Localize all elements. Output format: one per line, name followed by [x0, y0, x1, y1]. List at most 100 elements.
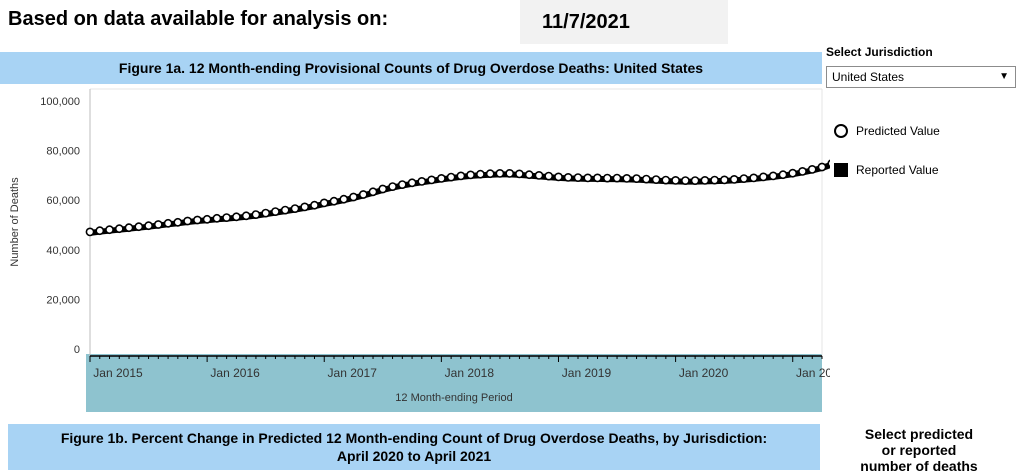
- x-tick-label: Jan 2015: [93, 366, 143, 380]
- predicted-value-point: [300, 202, 310, 212]
- predicted-value-point: [729, 175, 739, 184]
- predicted-value-point: [163, 218, 173, 228]
- predicted-value-point: [563, 173, 573, 182]
- dropdown-arrow-icon: ▼: [999, 71, 1009, 82]
- predicted-value-point: [749, 173, 759, 183]
- predicted-value-point: [739, 174, 749, 183]
- legend-item-predicted[interactable]: Predicted Value: [834, 124, 940, 138]
- predicted-value-point: [134, 222, 144, 232]
- predicted-value-point: [720, 175, 729, 185]
- predicted-value-point: [798, 167, 807, 176]
- predicted-value-point: [641, 174, 651, 184]
- predicted-value-point: [515, 169, 524, 179]
- predicted-value-point: [475, 169, 485, 179]
- predicted-value-point: [788, 168, 798, 178]
- predicted-value-point: [612, 173, 622, 183]
- predicted-value-point: [544, 171, 554, 181]
- predicted-value-point: [231, 212, 241, 222]
- predicted-value-point: [632, 174, 641, 183]
- x-axis-title: 12 Month-ending Period: [395, 392, 512, 404]
- y-tick-label: 60,000: [46, 195, 80, 207]
- predicted-value-point: [778, 170, 788, 180]
- select-predicted-line-1: Select predicted: [864, 426, 974, 442]
- select-predicted-reported-label: Select predicted or reported number of d…: [836, 426, 1002, 474]
- reported-value-line: [87, 161, 830, 236]
- predicted-value-point: [339, 194, 349, 204]
- x-tick-label: Jan 2019: [562, 366, 612, 380]
- predicted-value-point: [817, 162, 827, 172]
- predicted-value-point: [495, 169, 505, 178]
- figure-1a-title: Figure 1a. 12 Month-ending Provisional C…: [0, 52, 822, 84]
- predicted-value-point: [153, 220, 163, 229]
- legend-reported-label: Reported Value: [856, 163, 939, 177]
- y-tick-label: 0: [74, 344, 80, 356]
- predicted-value-point: [681, 176, 690, 185]
- figure-1b-title-line-2: April 2020 to April 2021: [336, 448, 492, 464]
- predicted-value-point: [144, 221, 153, 231]
- jurisdiction-label: Select Jurisdiction: [826, 45, 933, 59]
- predicted-value-point: [593, 173, 602, 183]
- predicted-value-point: [319, 198, 329, 208]
- y-tick-label: 40,000: [46, 245, 80, 257]
- predicted-value-point: [202, 214, 212, 224]
- filled-square-icon: [834, 163, 848, 177]
- predicted-value-point: [114, 224, 124, 234]
- predicted-value-point: [270, 207, 280, 216]
- predicted-value-point: [466, 170, 475, 180]
- predicted-value-point: [85, 227, 95, 237]
- figure-1b-title: Figure 1b. Percent Change in Predicted 1…: [8, 424, 820, 470]
- legend-item-reported[interactable]: Reported Value: [834, 163, 939, 177]
- x-axis-band: [86, 354, 822, 412]
- predicted-value-point: [358, 190, 368, 199]
- y-axis-title: Number of Deaths: [9, 177, 21, 267]
- analysis-date-label: Based on data available for analysis on:: [8, 8, 389, 30]
- predicted-value-point: [290, 204, 300, 213]
- predicted-value-point: [583, 173, 593, 183]
- predicted-value-point: [524, 170, 534, 180]
- predicted-value-point: [95, 226, 105, 236]
- predicted-value-point: [105, 225, 114, 235]
- predicted-value-point: [759, 172, 768, 182]
- overdose-deaths-chart: 100,000 80,000 60,000 40,000 20,000 0 Jan 201…: [9, 88, 830, 412]
- predicted-value-point: [173, 217, 183, 227]
- predicted-value-point: [310, 200, 319, 210]
- x-tick-label: Jan 2018: [445, 366, 495, 380]
- x-tick-label: Jan 2021: [796, 366, 830, 380]
- y-tick-label: 20,000: [46, 294, 80, 306]
- legend-predicted-label: Predicted Value: [856, 124, 940, 138]
- predicted-value-point: [349, 192, 358, 202]
- select-predicted-line-3: number of deaths: [860, 458, 978, 474]
- select-predicted-line-2: or reported: [881, 442, 957, 458]
- predicted-value-point: [261, 208, 271, 218]
- y-tick-label: 80,000: [46, 146, 80, 158]
- predicted-value-point: [827, 159, 830, 168]
- predicted-value-point: [251, 210, 261, 220]
- predicted-value-point: [436, 174, 446, 183]
- predicted-value-point: [700, 176, 710, 185]
- predicted-value-point: [573, 173, 583, 182]
- x-tick-label: Jan 2020: [679, 366, 729, 380]
- predicted-value-point: [124, 223, 134, 233]
- predicted-value-point: [485, 169, 495, 179]
- predicted-value-point: [690, 176, 700, 185]
- open-circle-icon: [834, 124, 848, 138]
- jurisdiction-selected-value: United States: [832, 70, 905, 84]
- predicted-value-point: [427, 175, 436, 185]
- predicted-value-point: [554, 172, 563, 182]
- x-tick-label: Jan 2017: [328, 366, 378, 380]
- predicted-value-point: [368, 187, 378, 197]
- predicted-value-point: [534, 171, 544, 180]
- predicted-value-point: [397, 180, 407, 189]
- predicted-value-point: [417, 177, 427, 186]
- predicted-value-point: [329, 196, 339, 206]
- predicted-value-point: [456, 171, 466, 181]
- jurisdiction-select[interactable]: United States ▼: [826, 66, 1016, 88]
- predicted-value-point: [446, 172, 456, 182]
- predicted-value-point: [212, 213, 222, 223]
- x-tick-label: Jan 2016: [210, 366, 260, 380]
- predicted-value-point: [671, 176, 680, 185]
- predicted-value-point: [651, 175, 661, 184]
- figure-1b-title-line-1: Figure 1b. Percent Change in Predicted 1…: [60, 430, 768, 446]
- predicted-value-point: [602, 173, 612, 183]
- predicted-value-point: [807, 165, 817, 174]
